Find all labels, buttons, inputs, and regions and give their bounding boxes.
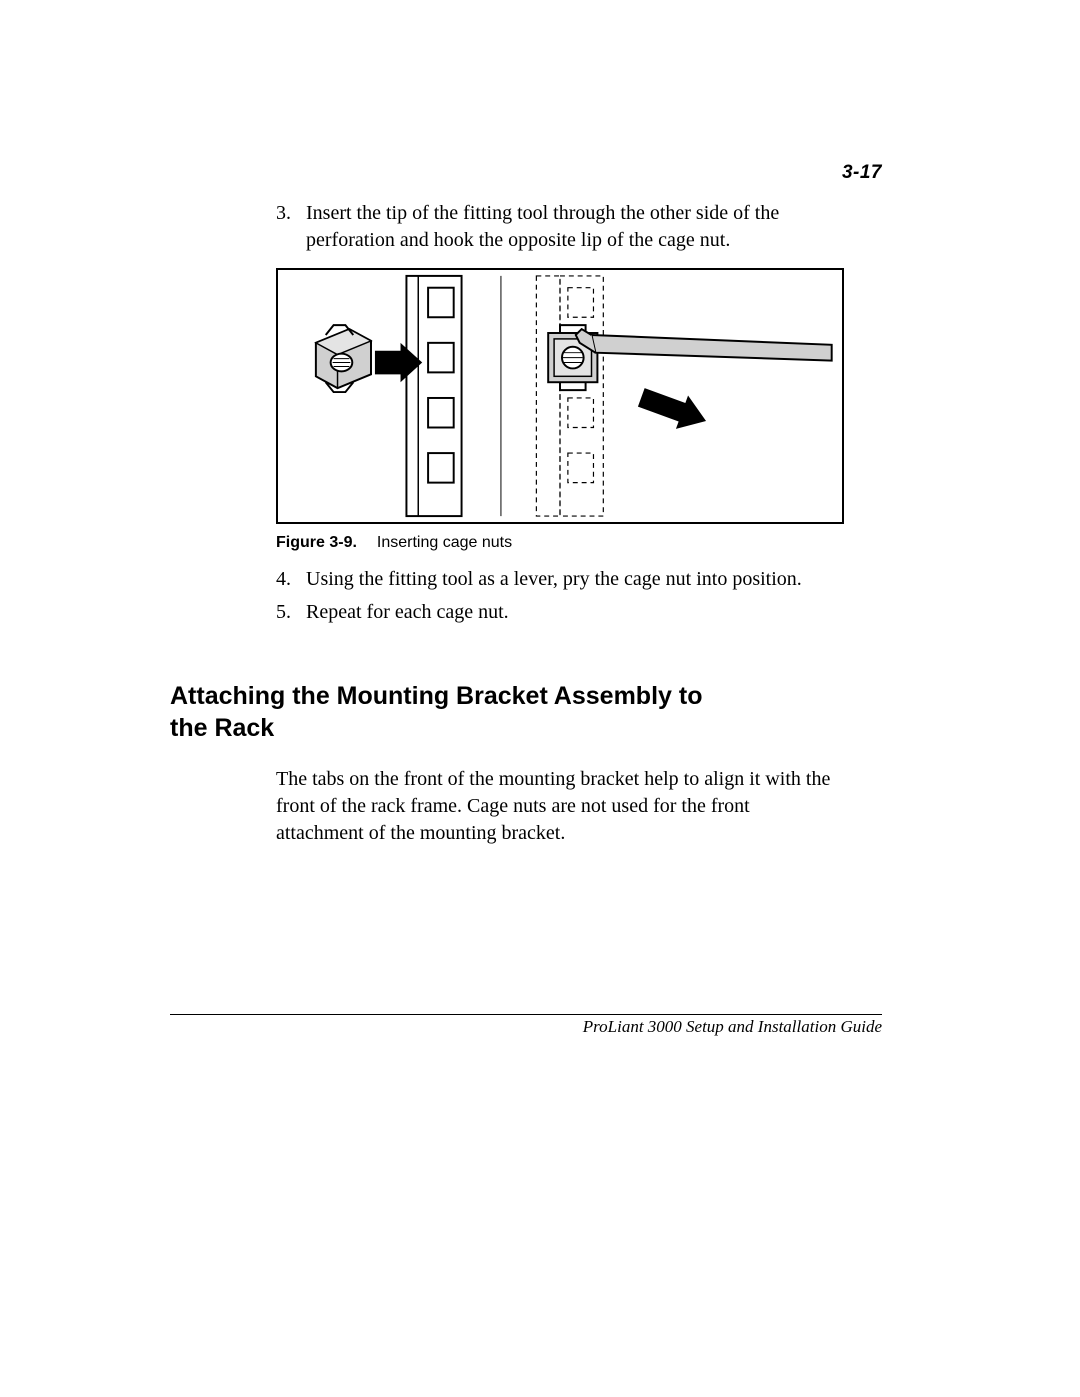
step-5: 5. Repeat for each cage nut. [276,599,842,626]
figure-label: Figure 3-9. [276,534,357,551]
section-paragraph: The tabs on the front of the mounting br… [276,766,842,847]
step-number: 4. [276,566,306,593]
step-number: 5. [276,599,306,626]
figure-caption-text: Inserting cage nuts [377,534,512,551]
page-number: 3-17 [842,162,882,184]
body-column: 3. Insert the tip of the fitting tool th… [276,200,842,626]
section-body: The tabs on the front of the mounting br… [276,766,842,847]
step-number: 3. [276,200,306,254]
section-heading: Attaching the Mounting Bracket Assembly … [170,680,740,744]
figure-caption: Figure 3-9. Inserting cage nuts [276,534,842,552]
footer-rule [170,1014,882,1015]
step-3: 3. Insert the tip of the fitting tool th… [276,200,842,254]
figure-3-9 [276,268,844,524]
step-text: Repeat for each cage nut. [306,599,842,626]
page: 3-17 3. Insert the tip of the fitting to… [0,0,1080,1397]
step-text: Using the fitting tool as a lever, pry t… [306,566,842,593]
step-4: 4. Using the fitting tool as a lever, pr… [276,566,842,593]
cage-nut-diagram [278,270,842,522]
footer-text: ProLiant 3000 Setup and Installation Gui… [583,1017,882,1037]
step-text: Insert the tip of the fitting tool throu… [306,200,842,254]
